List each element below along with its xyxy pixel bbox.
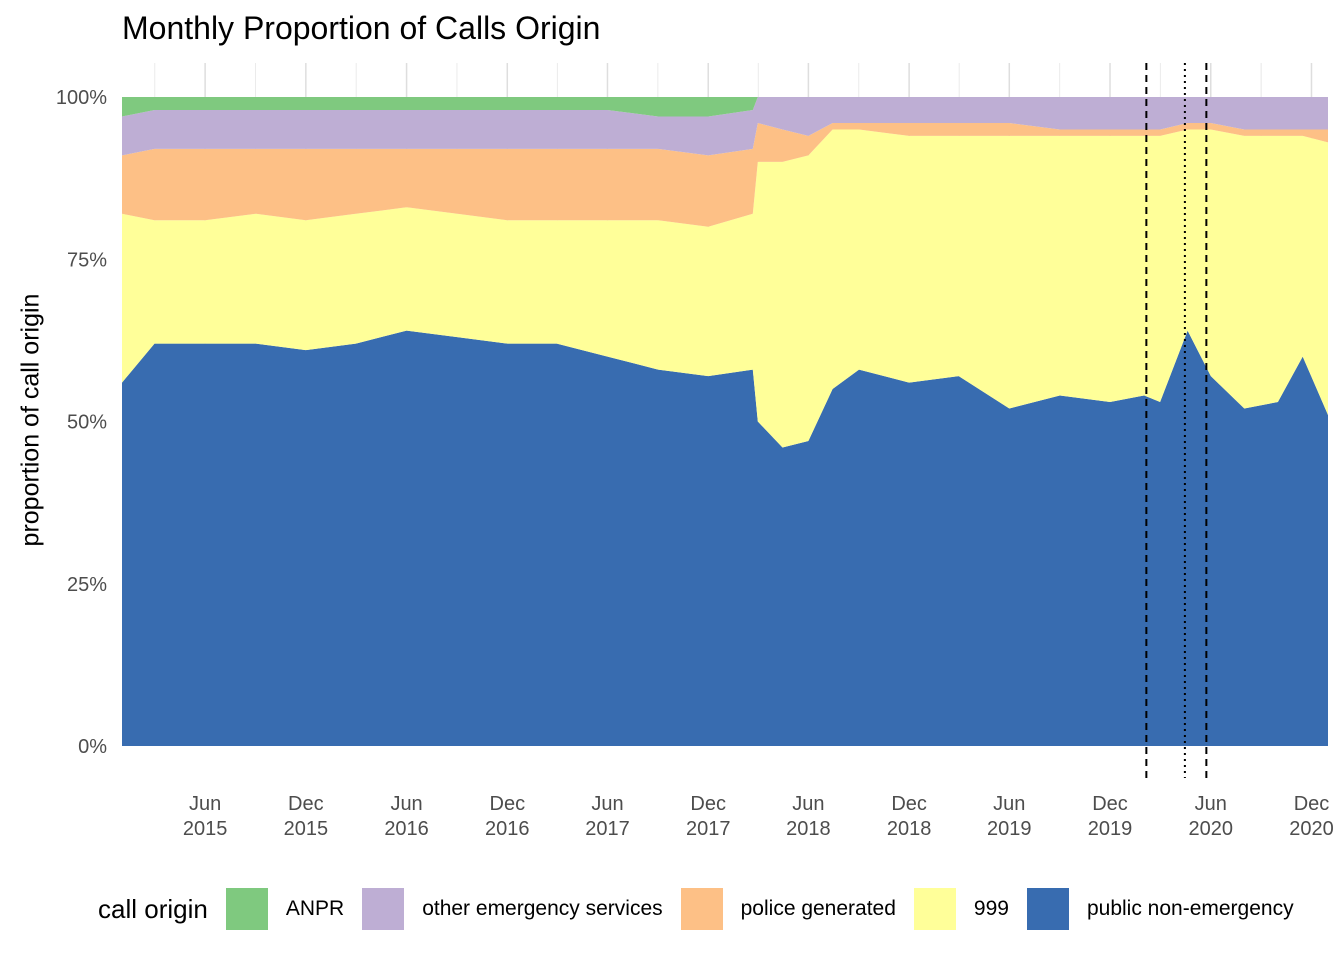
y-tick-label: 0% xyxy=(78,736,107,758)
x-tick-label: Jun xyxy=(993,793,1025,815)
legend-key xyxy=(226,888,268,930)
x-tick-label: Jun xyxy=(1195,793,1227,815)
x-tick-label: Dec xyxy=(288,793,324,815)
x-tick-label: Dec xyxy=(1294,793,1330,815)
x-tick-label: 2015 xyxy=(284,818,329,840)
x-tick-label: Dec xyxy=(690,793,726,815)
x-tick-label: 2020 xyxy=(1189,818,1234,840)
legend-label: police generated xyxy=(741,897,896,921)
x-tick-label: 2020 xyxy=(1289,818,1334,840)
legend-item: other emergency services xyxy=(362,888,662,930)
x-tick-label: Jun xyxy=(792,793,824,815)
legend-label: ANPR xyxy=(286,897,344,921)
legend-key xyxy=(914,888,956,930)
x-tick-label: Dec xyxy=(891,793,927,815)
legend-item: police generated xyxy=(681,888,896,930)
x-tick-label: Dec xyxy=(490,793,526,815)
x-tick-label: Jun xyxy=(390,793,422,815)
legend-item: ANPR xyxy=(226,888,344,930)
x-tick-label: 2016 xyxy=(384,818,429,840)
legend-key xyxy=(1027,888,1069,930)
x-tick-label: Jun xyxy=(591,793,623,815)
x-tick-label: 2015 xyxy=(183,818,228,840)
y-tick-label: 75% xyxy=(67,249,107,271)
legend: call origin ANPR other emergency services… xyxy=(98,887,1312,931)
x-tick-label: 2019 xyxy=(987,818,1032,840)
y-tick-label: 100% xyxy=(56,87,107,109)
legend-item: 999 xyxy=(914,888,1009,930)
legend-title: call origin xyxy=(98,894,208,925)
legend-key xyxy=(681,888,723,930)
x-tick-label: 2018 xyxy=(887,818,932,840)
legend-label: public non-emergency xyxy=(1087,897,1294,921)
x-tick-label: 2018 xyxy=(786,818,831,840)
x-tick-label: Jun xyxy=(189,793,221,815)
x-tick-label: 2019 xyxy=(1088,818,1133,840)
x-tick-label: 2017 xyxy=(585,818,630,840)
x-tick-label: Dec xyxy=(1092,793,1128,815)
legend-label: other emergency services xyxy=(422,897,662,921)
y-tick-label: 25% xyxy=(67,574,107,596)
legend-label: 999 xyxy=(974,897,1009,921)
x-axis-ticks: Jun 2015 Dec 2015 Jun 2016 Dec 2016 Jun 2017 Dec 20… xyxy=(183,793,1334,840)
plot-area: 0% 25% 50% 75% 100% Jun 2015 Dec 2015 Jun 2016 Dec… xyxy=(0,0,1344,870)
legend-item: public non-emergency xyxy=(1027,888,1294,930)
y-tick-label: 50% xyxy=(67,412,107,434)
x-tick-label: 2017 xyxy=(686,818,731,840)
x-tick-label: 2016 xyxy=(485,818,530,840)
stacked-areas xyxy=(122,97,1328,746)
y-axis-ticks: 0% 25% 50% 75% 100% xyxy=(56,87,107,758)
legend-key xyxy=(362,888,404,930)
